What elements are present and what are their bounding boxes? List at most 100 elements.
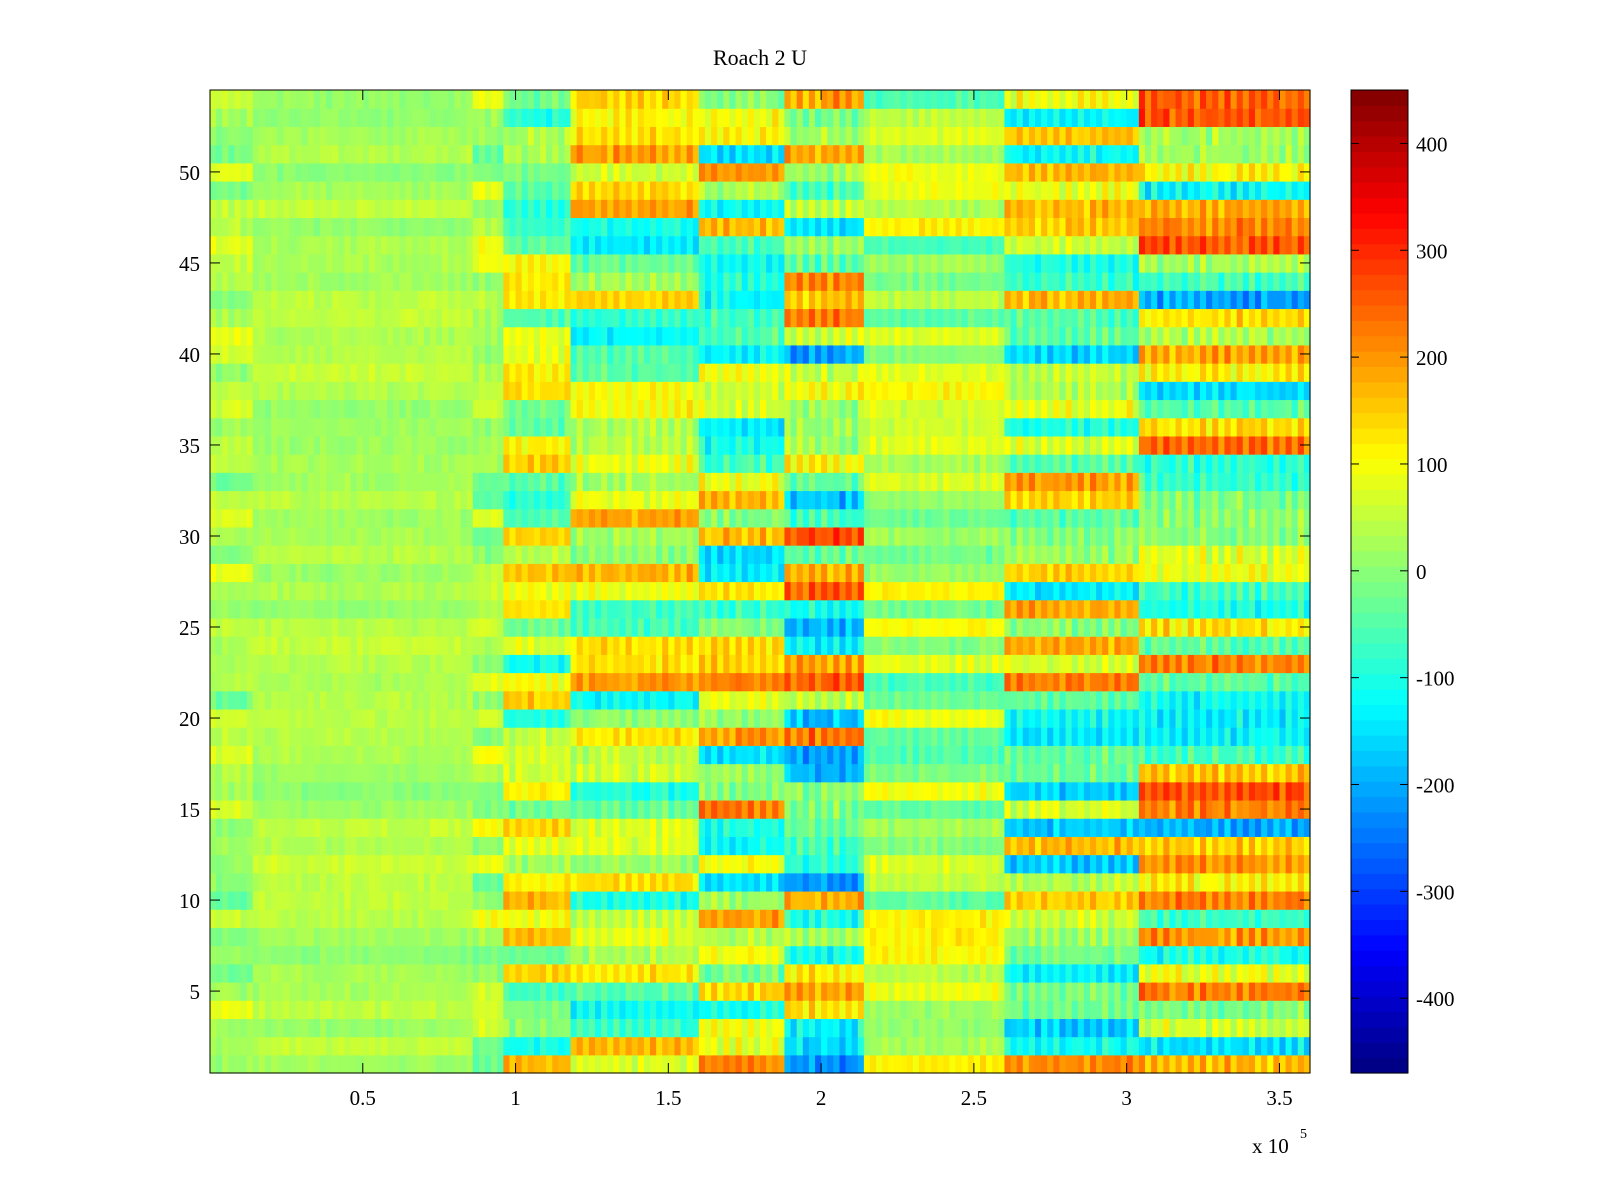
heatmap-cell bbox=[277, 690, 284, 710]
heatmap-cell bbox=[1187, 945, 1195, 965]
heatmap-cell bbox=[912, 763, 920, 783]
heatmap-cell bbox=[845, 581, 853, 601]
heatmap-cell bbox=[1200, 927, 1207, 947]
heatmap-cell bbox=[870, 890, 877, 910]
heatmap-cell bbox=[1297, 836, 1305, 856]
heatmap-cell bbox=[405, 727, 413, 746]
heatmap-cell bbox=[527, 854, 535, 874]
heatmap-cell bbox=[1004, 708, 1012, 728]
heatmap-cell bbox=[723, 690, 731, 710]
heatmap-cell bbox=[668, 963, 676, 983]
heatmap-cell bbox=[332, 818, 339, 837]
heatmap-cell bbox=[313, 581, 321, 601]
heatmap-cell bbox=[802, 818, 810, 837]
heatmap-cell bbox=[955, 872, 963, 892]
heatmap-cell bbox=[662, 836, 669, 856]
heatmap-cell bbox=[625, 799, 633, 819]
heatmap-cell bbox=[368, 1036, 376, 1056]
heatmap-cell bbox=[662, 909, 669, 928]
heatmap-cell bbox=[1218, 763, 1226, 783]
heatmap-cell bbox=[625, 927, 633, 947]
heatmap-cell bbox=[937, 836, 944, 856]
heatmap-cell bbox=[454, 799, 462, 819]
heatmap-cell bbox=[1004, 599, 1012, 619]
heatmap-cell bbox=[1224, 1054, 1232, 1074]
heatmap-cell bbox=[601, 781, 608, 801]
heatmap-cell bbox=[509, 690, 517, 710]
heatmap-cell bbox=[637, 1054, 645, 1074]
heatmap-cell bbox=[784, 945, 792, 965]
heatmap-cell bbox=[460, 981, 468, 1001]
heatmap-cell bbox=[332, 781, 339, 801]
heatmap-cell bbox=[1267, 781, 1274, 801]
heatmap-cell bbox=[1273, 617, 1281, 637]
heatmap-cell bbox=[967, 599, 975, 619]
heatmap-cell bbox=[668, 654, 676, 674]
heatmap-cell bbox=[625, 836, 633, 856]
heatmap-cell bbox=[588, 581, 596, 601]
heatmap-cell bbox=[234, 708, 242, 728]
heatmap-cell bbox=[527, 654, 535, 674]
heatmap-cell bbox=[784, 563, 792, 583]
heatmap-cell bbox=[1175, 708, 1183, 728]
heatmap-cell bbox=[1248, 927, 1256, 947]
heatmap-cell bbox=[888, 1036, 896, 1056]
heatmap-cell bbox=[595, 636, 602, 655]
heatmap-cell bbox=[1169, 581, 1177, 601]
heatmap-cell bbox=[320, 981, 327, 1001]
heatmap-cell bbox=[576, 945, 584, 965]
heatmap-cell bbox=[588, 672, 596, 692]
heatmap-cell bbox=[625, 599, 633, 619]
heatmap-cell bbox=[741, 581, 749, 601]
heatmap-cell bbox=[790, 799, 798, 819]
heatmap-cell bbox=[387, 727, 394, 746]
heatmap-cell bbox=[271, 1036, 278, 1056]
heatmap-cell bbox=[784, 1054, 792, 1074]
heatmap-cell bbox=[711, 599, 718, 619]
heatmap-cell bbox=[680, 690, 688, 710]
heatmap-cell bbox=[747, 1018, 755, 1038]
heatmap-cell bbox=[845, 781, 853, 801]
heatmap-cell bbox=[252, 599, 260, 619]
heatmap-cell bbox=[1041, 599, 1048, 619]
heatmap-cell bbox=[766, 890, 773, 910]
heatmap-cell bbox=[1169, 708, 1177, 728]
heatmap-cell bbox=[857, 690, 865, 710]
heatmap-cell bbox=[778, 1000, 786, 1019]
heatmap-cell bbox=[778, 1036, 786, 1056]
heatmap-cell bbox=[619, 617, 627, 637]
heatmap-cell bbox=[521, 599, 529, 619]
heatmap-cell bbox=[509, 563, 517, 583]
heatmap-cell bbox=[558, 581, 566, 601]
heatmap-cell bbox=[588, 563, 596, 583]
heatmap-cell bbox=[405, 799, 413, 819]
heatmap-cell bbox=[1138, 781, 1146, 801]
heatmap-cell bbox=[405, 1036, 413, 1056]
heatmap-cell bbox=[1206, 872, 1213, 892]
heatmap-cell bbox=[888, 890, 896, 910]
heatmap-cell bbox=[863, 745, 871, 765]
heatmap-cell bbox=[478, 599, 486, 619]
heatmap-cell bbox=[1169, 963, 1177, 983]
heatmap-cell bbox=[283, 927, 291, 947]
heatmap-cell bbox=[912, 890, 920, 910]
heatmap-cell bbox=[778, 617, 786, 637]
heatmap-cell bbox=[815, 690, 822, 710]
heatmap-cell bbox=[980, 836, 987, 856]
heatmap-cell bbox=[1206, 854, 1213, 874]
heatmap-cell bbox=[711, 945, 718, 965]
heatmap-cell bbox=[821, 563, 828, 583]
heatmap-cell bbox=[735, 581, 743, 601]
heatmap-cell bbox=[833, 1000, 841, 1019]
heatmap-cell bbox=[1059, 890, 1067, 910]
heatmap-cell bbox=[485, 799, 492, 819]
heatmap-cell bbox=[1242, 708, 1250, 728]
heatmap-cell bbox=[766, 854, 773, 874]
heatmap-cell bbox=[466, 927, 474, 947]
heatmap-cell bbox=[478, 981, 486, 1001]
heatmap-cell bbox=[845, 963, 853, 983]
heatmap-cell bbox=[1108, 690, 1116, 710]
heatmap-cell bbox=[1242, 1018, 1250, 1038]
heatmap-cell bbox=[1077, 1054, 1085, 1074]
heatmap-cell bbox=[478, 890, 486, 910]
